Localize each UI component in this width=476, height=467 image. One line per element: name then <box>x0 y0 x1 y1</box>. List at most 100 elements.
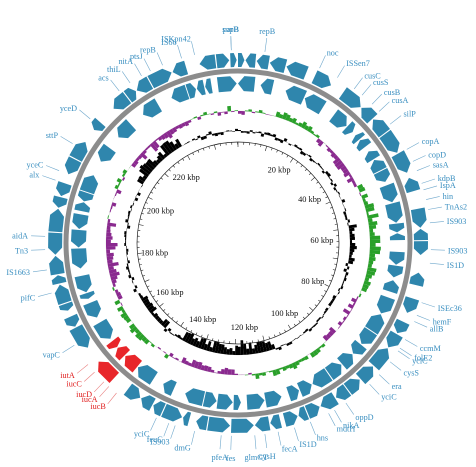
gc-content-segment <box>195 340 201 348</box>
gene-arrow <box>199 54 217 70</box>
gene-arrow <box>361 107 378 124</box>
gc-skew-segment <box>114 289 119 294</box>
gc-skew-segment <box>368 260 374 265</box>
gc-skew-segment <box>360 290 362 294</box>
leader-line <box>428 206 442 210</box>
gc-content-segment <box>308 328 313 332</box>
gc-skew-segment <box>190 118 194 120</box>
gc-skew-segment <box>367 213 379 219</box>
gene-arrow <box>413 241 428 255</box>
gc-skew-segment <box>207 113 211 115</box>
gene-arrow <box>312 368 333 388</box>
leader-line <box>170 425 176 439</box>
gc-skew-segment <box>131 320 134 324</box>
gene-arrow <box>365 314 385 335</box>
leader-line <box>378 101 390 112</box>
gene-arrow <box>54 284 72 305</box>
gc-skew-segment <box>278 113 284 119</box>
kbp-tick-label: 80 kbp <box>301 277 324 286</box>
gc-content-segment <box>331 297 335 302</box>
scale-tick <box>168 169 171 172</box>
gene-label: yciC <box>412 356 428 365</box>
gene-arrow <box>238 76 256 92</box>
gc-content-segment <box>337 291 340 295</box>
gene-arrow <box>48 232 63 255</box>
leader-line <box>264 434 268 449</box>
leader-line <box>404 339 418 347</box>
gc-content-segment <box>349 245 357 250</box>
kbp-tick-label: 180 kbp <box>141 249 168 258</box>
gc-skew-segment <box>122 169 128 174</box>
kbp-tick-ring <box>136 141 340 345</box>
scale-tick <box>177 161 180 165</box>
leader-line <box>277 431 282 446</box>
leader-line <box>399 347 412 356</box>
gc-content-segment <box>203 343 208 351</box>
gene-arrow <box>270 414 282 430</box>
gc-skew-segment <box>294 122 299 126</box>
gene-label: Tn3 <box>15 246 28 255</box>
gc-skew-segment <box>137 333 145 341</box>
gc-skew-segment <box>368 256 376 262</box>
leader-line <box>294 427 299 442</box>
leader-line <box>334 409 342 423</box>
scale-tick <box>304 168 308 172</box>
gene-arrow <box>389 251 405 265</box>
gc-content-segment <box>169 331 173 335</box>
scale-tick <box>157 182 160 185</box>
gc-skew-segment <box>272 115 276 117</box>
gc-skew-segment <box>369 253 376 258</box>
gene-arrow <box>91 117 106 131</box>
scale-tick <box>212 338 214 341</box>
gc-skew-segment <box>369 228 374 233</box>
gc-content-segment <box>251 348 256 354</box>
gene-arrow <box>386 330 403 348</box>
gc-content-segment <box>348 224 357 229</box>
leader-line <box>421 178 435 184</box>
gc-content-segment <box>344 208 347 212</box>
gc-skew-segment <box>251 373 256 376</box>
gc-skew-segment <box>112 283 116 288</box>
gene-arrow <box>304 403 320 419</box>
gc-skew-segment <box>187 362 192 367</box>
leader-line <box>230 435 232 450</box>
gc-content-segment <box>321 315 324 319</box>
gc-content-segment <box>249 130 253 132</box>
gc-skew-segment <box>369 246 381 251</box>
gc-skew-segment <box>363 201 369 206</box>
gene-arrow <box>256 54 270 70</box>
gene-label: IS903 <box>448 246 468 255</box>
scale-tick <box>307 312 310 316</box>
gc-skew-segment <box>144 147 149 151</box>
gc-skew-segment <box>244 374 249 376</box>
gene-arrow <box>83 300 101 318</box>
gc-content-segment <box>330 182 334 186</box>
gene-label: folE2 <box>414 353 432 362</box>
gc-content-segment <box>306 153 309 156</box>
gc-skew-segment <box>152 140 160 149</box>
kbp-tick-label: 200 kbp <box>147 207 174 216</box>
gc-skew-segment <box>362 283 369 289</box>
gc-content-segment <box>127 216 130 220</box>
gene-arrow <box>113 92 132 110</box>
gene-arrow <box>336 384 352 400</box>
gc-skew-segment <box>315 134 320 139</box>
gc-content-segment <box>229 130 233 132</box>
gene-label: ISSen7 <box>346 59 370 68</box>
gc-content-segment <box>328 176 331 180</box>
gc-content-segment <box>349 233 355 238</box>
gene-arrow <box>147 68 172 89</box>
gene-label: IS903 <box>150 438 170 447</box>
gc-content-segment <box>134 285 138 289</box>
scale-tick <box>333 229 339 231</box>
gene-arrow <box>230 53 237 68</box>
gc-skew-segment <box>106 225 111 230</box>
backbone-circle <box>63 68 413 418</box>
gc-skew-segment <box>129 323 136 330</box>
gc-content-segment <box>142 175 148 180</box>
gene-label: aidA <box>12 232 28 241</box>
gene-arrow <box>79 175 99 195</box>
gc-content-segment <box>209 346 213 352</box>
leader-line <box>406 142 420 150</box>
gene-arrow <box>238 53 245 67</box>
